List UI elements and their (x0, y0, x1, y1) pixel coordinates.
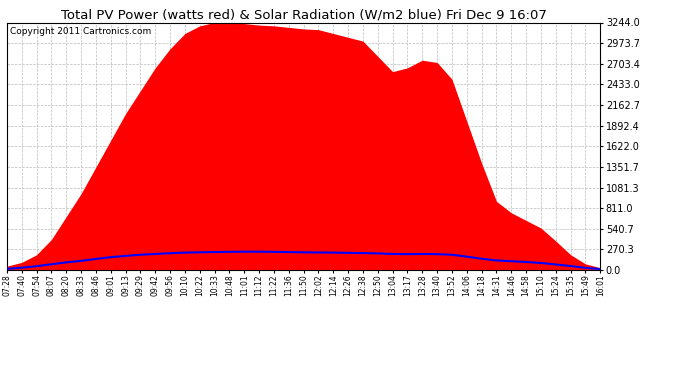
Text: Copyright 2011 Cartronics.com: Copyright 2011 Cartronics.com (10, 27, 151, 36)
Title: Total PV Power (watts red) & Solar Radiation (W/m2 blue) Fri Dec 9 16:07: Total PV Power (watts red) & Solar Radia… (61, 8, 546, 21)
